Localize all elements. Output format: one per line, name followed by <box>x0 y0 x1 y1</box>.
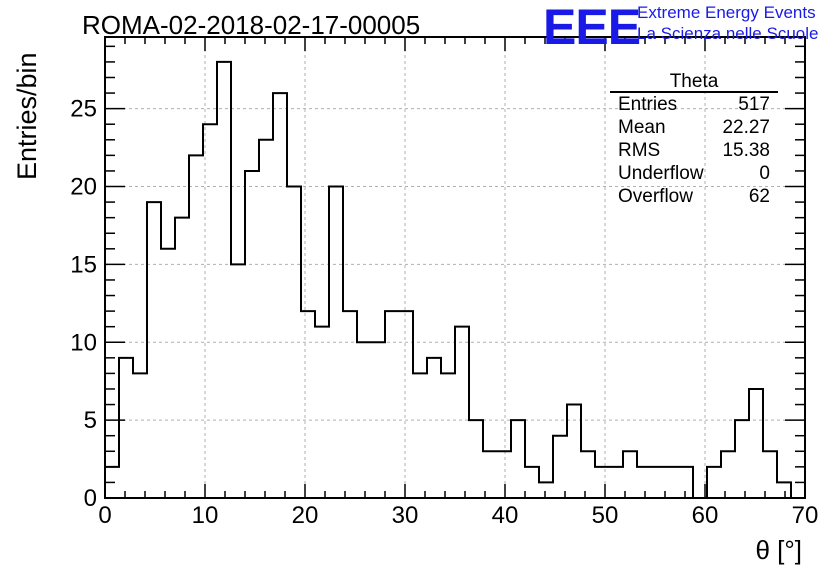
stats-row-mean: Mean 22.27 <box>610 116 778 139</box>
x-axis-label: θ [°] <box>755 535 802 565</box>
chart-title: ROMA-02-2018-02-17-00005 <box>82 10 421 40</box>
stats-label: Underflow <box>618 163 704 184</box>
x-tick-label: 70 <box>792 502 819 529</box>
stats-row-overflow: Overflow 62 <box>610 185 778 208</box>
x-tick-label: 50 <box>592 502 619 529</box>
y-tick-label: 15 <box>70 251 97 278</box>
y-tick-label: 20 <box>70 174 97 201</box>
stats-value: 0 <box>759 163 770 184</box>
stats-row-underflow: Underflow 0 <box>610 162 778 185</box>
stats-label: Entries <box>618 94 678 115</box>
y-tick-label: 0 <box>84 485 97 512</box>
stats-label: Mean <box>618 117 666 138</box>
x-tick-label: 10 <box>192 502 219 529</box>
stats-label: Overflow <box>618 186 693 207</box>
x-tick-label: 60 <box>692 502 719 529</box>
stats-value: 22.27 <box>722 117 770 138</box>
logo-line-1: Extreme Energy Events <box>637 3 816 22</box>
stats-box: Theta Entries 517 Mean 22.27 RMS 15.38 U… <box>610 72 778 208</box>
logo-line-2: La Scienza nelle Scuole <box>637 24 819 43</box>
y-tick-label: 10 <box>70 329 97 356</box>
stats-title: Theta <box>610 72 778 93</box>
stats-label: RMS <box>618 140 661 161</box>
y-tick-label: 5 <box>84 407 97 434</box>
stats-value: 517 <box>738 94 770 115</box>
stats-value: 15.38 <box>722 140 770 161</box>
x-tick-label: 0 <box>98 502 111 529</box>
x-tick-label: 40 <box>492 502 519 529</box>
stats-value: 62 <box>748 186 770 207</box>
eee-logo: EEE <box>543 0 641 55</box>
x-tick-label: 20 <box>292 502 319 529</box>
stats-row-entries: Entries 517 <box>610 93 778 116</box>
plot-frame <box>104 36 806 499</box>
y-tick-label: 25 <box>70 96 97 123</box>
tick-labels: 0 10 20 30 40 50 60 70 0 5 10 15 20 25 <box>70 96 818 529</box>
axis-ticks <box>104 37 806 499</box>
x-tick-label: 30 <box>392 502 419 529</box>
histogram-line <box>105 60 805 499</box>
stats-row-rms: RMS 15.38 <box>610 139 778 162</box>
y-axis-label: Entries/bin <box>12 52 42 180</box>
